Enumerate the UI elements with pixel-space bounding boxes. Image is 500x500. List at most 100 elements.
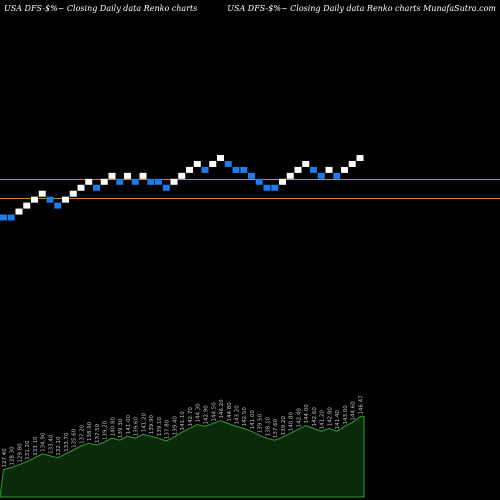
price-label: 141.00: [126, 414, 132, 434]
price-label: 137.20: [80, 424, 86, 444]
renko-brick: [124, 172, 131, 179]
renko-brick: [209, 160, 217, 167]
renko-brick: [310, 166, 317, 173]
renko-brick: [232, 166, 240, 173]
price-label: 133.10: [33, 436, 39, 456]
renko-brick: [15, 208, 23, 215]
price-label: 144.80: [227, 402, 233, 422]
price-label: 137.80: [165, 419, 171, 439]
renko-brick: [62, 196, 69, 203]
price-label: 139.90: [149, 414, 155, 434]
price-label: 137.50: [95, 423, 101, 443]
renko-brick: [240, 166, 248, 173]
price-label: 139.40: [173, 415, 179, 435]
renko-brick: [69, 190, 77, 197]
renko-brick: [178, 172, 186, 179]
renko-brick: [224, 160, 232, 167]
renko-brick: [46, 196, 54, 203]
renko-brick: [302, 160, 310, 167]
price-label: 141.10: [180, 411, 186, 431]
price-label: 140.80: [111, 416, 117, 436]
volume-area: [0, 416, 365, 498]
renko-brick: [7, 214, 15, 221]
price-label: 139.20: [281, 415, 287, 435]
price-label: 133.40: [49, 434, 55, 454]
renko-brick: [271, 184, 279, 191]
renko-brick: [348, 160, 356, 167]
price-label: 140.80: [289, 412, 295, 432]
renko-brick: [325, 166, 333, 173]
renko-brick: [54, 202, 62, 209]
renko-brick: [155, 178, 162, 185]
price-label: 143.00: [343, 405, 349, 425]
renko-brick: [294, 166, 302, 173]
price-label: 144.00: [304, 404, 310, 424]
renko-brick: [85, 178, 93, 185]
renko-brick: [147, 178, 155, 185]
price-label: 138.90: [87, 421, 93, 441]
price-label: 135.60: [72, 428, 78, 448]
price-labels: 127.40 128.30 129.80 131.20 133.10 134.90 133.…: [2, 395, 365, 468]
price-label: 139.30: [118, 418, 124, 438]
renko-brick: [341, 166, 348, 173]
price-label: 146.47: [359, 395, 365, 415]
renko-brick: [38, 190, 46, 197]
renko-brick: [77, 184, 85, 191]
chart-header-left: USA DFS-$%~ Closing Daily data Renko cha…: [4, 4, 198, 13]
price-label: 129.80: [18, 443, 24, 463]
price-label: 138.10: [266, 416, 272, 436]
renko-brick: [317, 172, 325, 179]
price-label: 141.40: [335, 410, 341, 430]
renko-brick: [286, 172, 294, 179]
renko-brick: [333, 172, 341, 179]
price-label: 137.60: [273, 418, 279, 438]
price-label: 134.90: [41, 432, 47, 452]
price-label: 142.90: [204, 405, 210, 425]
renko-brick: [356, 155, 364, 161]
renko-brick: [201, 166, 209, 173]
renko-brick: [162, 184, 170, 191]
price-label: 139.10: [157, 416, 163, 436]
renko-brick: [108, 172, 116, 179]
price-label: 142.70: [188, 407, 194, 427]
reference-lines: [0, 179, 500, 199]
renko-brick: [263, 184, 271, 191]
price-label: 127.40: [2, 448, 8, 468]
price-label: 132.10: [56, 436, 62, 456]
renko-brick: [31, 196, 38, 203]
price-label: 142.60: [312, 407, 318, 427]
renko-brick: [139, 172, 147, 179]
volume-fill: [0, 416, 365, 498]
price-label: 133.70: [64, 432, 70, 452]
renko-brick: [248, 172, 255, 179]
renko-brick: [279, 178, 286, 185]
price-label: 141.00: [250, 410, 256, 430]
renko-brick: [217, 155, 224, 161]
renko-brick: [186, 166, 193, 173]
price-label: 139.50: [258, 414, 264, 434]
price-label: 142.80: [328, 407, 334, 427]
renko-brick: [116, 178, 124, 185]
price-label: 141.20: [320, 410, 326, 430]
renko-brick: [170, 178, 178, 185]
price-label: 144.60: [351, 401, 357, 421]
price-label: 139.20: [103, 420, 109, 440]
price-label: 144.30: [196, 403, 202, 423]
price-label: 144.50: [211, 402, 217, 422]
renko-brick: [23, 202, 31, 209]
price-label: 143.20: [235, 405, 241, 425]
price-label: 128.30: [10, 446, 16, 466]
price-label: 146.20: [219, 399, 225, 419]
chart-header-right: USA DFS-$%~ Closing Daily data Renko cha…: [227, 4, 496, 13]
price-label: 142.50: [242, 407, 248, 427]
renko-brick: [193, 160, 201, 167]
price-label: 139.60: [134, 416, 140, 436]
renko-brick: [100, 178, 108, 185]
renko-brick: [255, 178, 263, 185]
renko-bricks: [0, 155, 364, 221]
renko-brick: [131, 178, 139, 185]
renko-brick: [0, 214, 7, 221]
price-label: 131.20: [25, 440, 31, 460]
price-label: 142.40: [297, 408, 303, 428]
